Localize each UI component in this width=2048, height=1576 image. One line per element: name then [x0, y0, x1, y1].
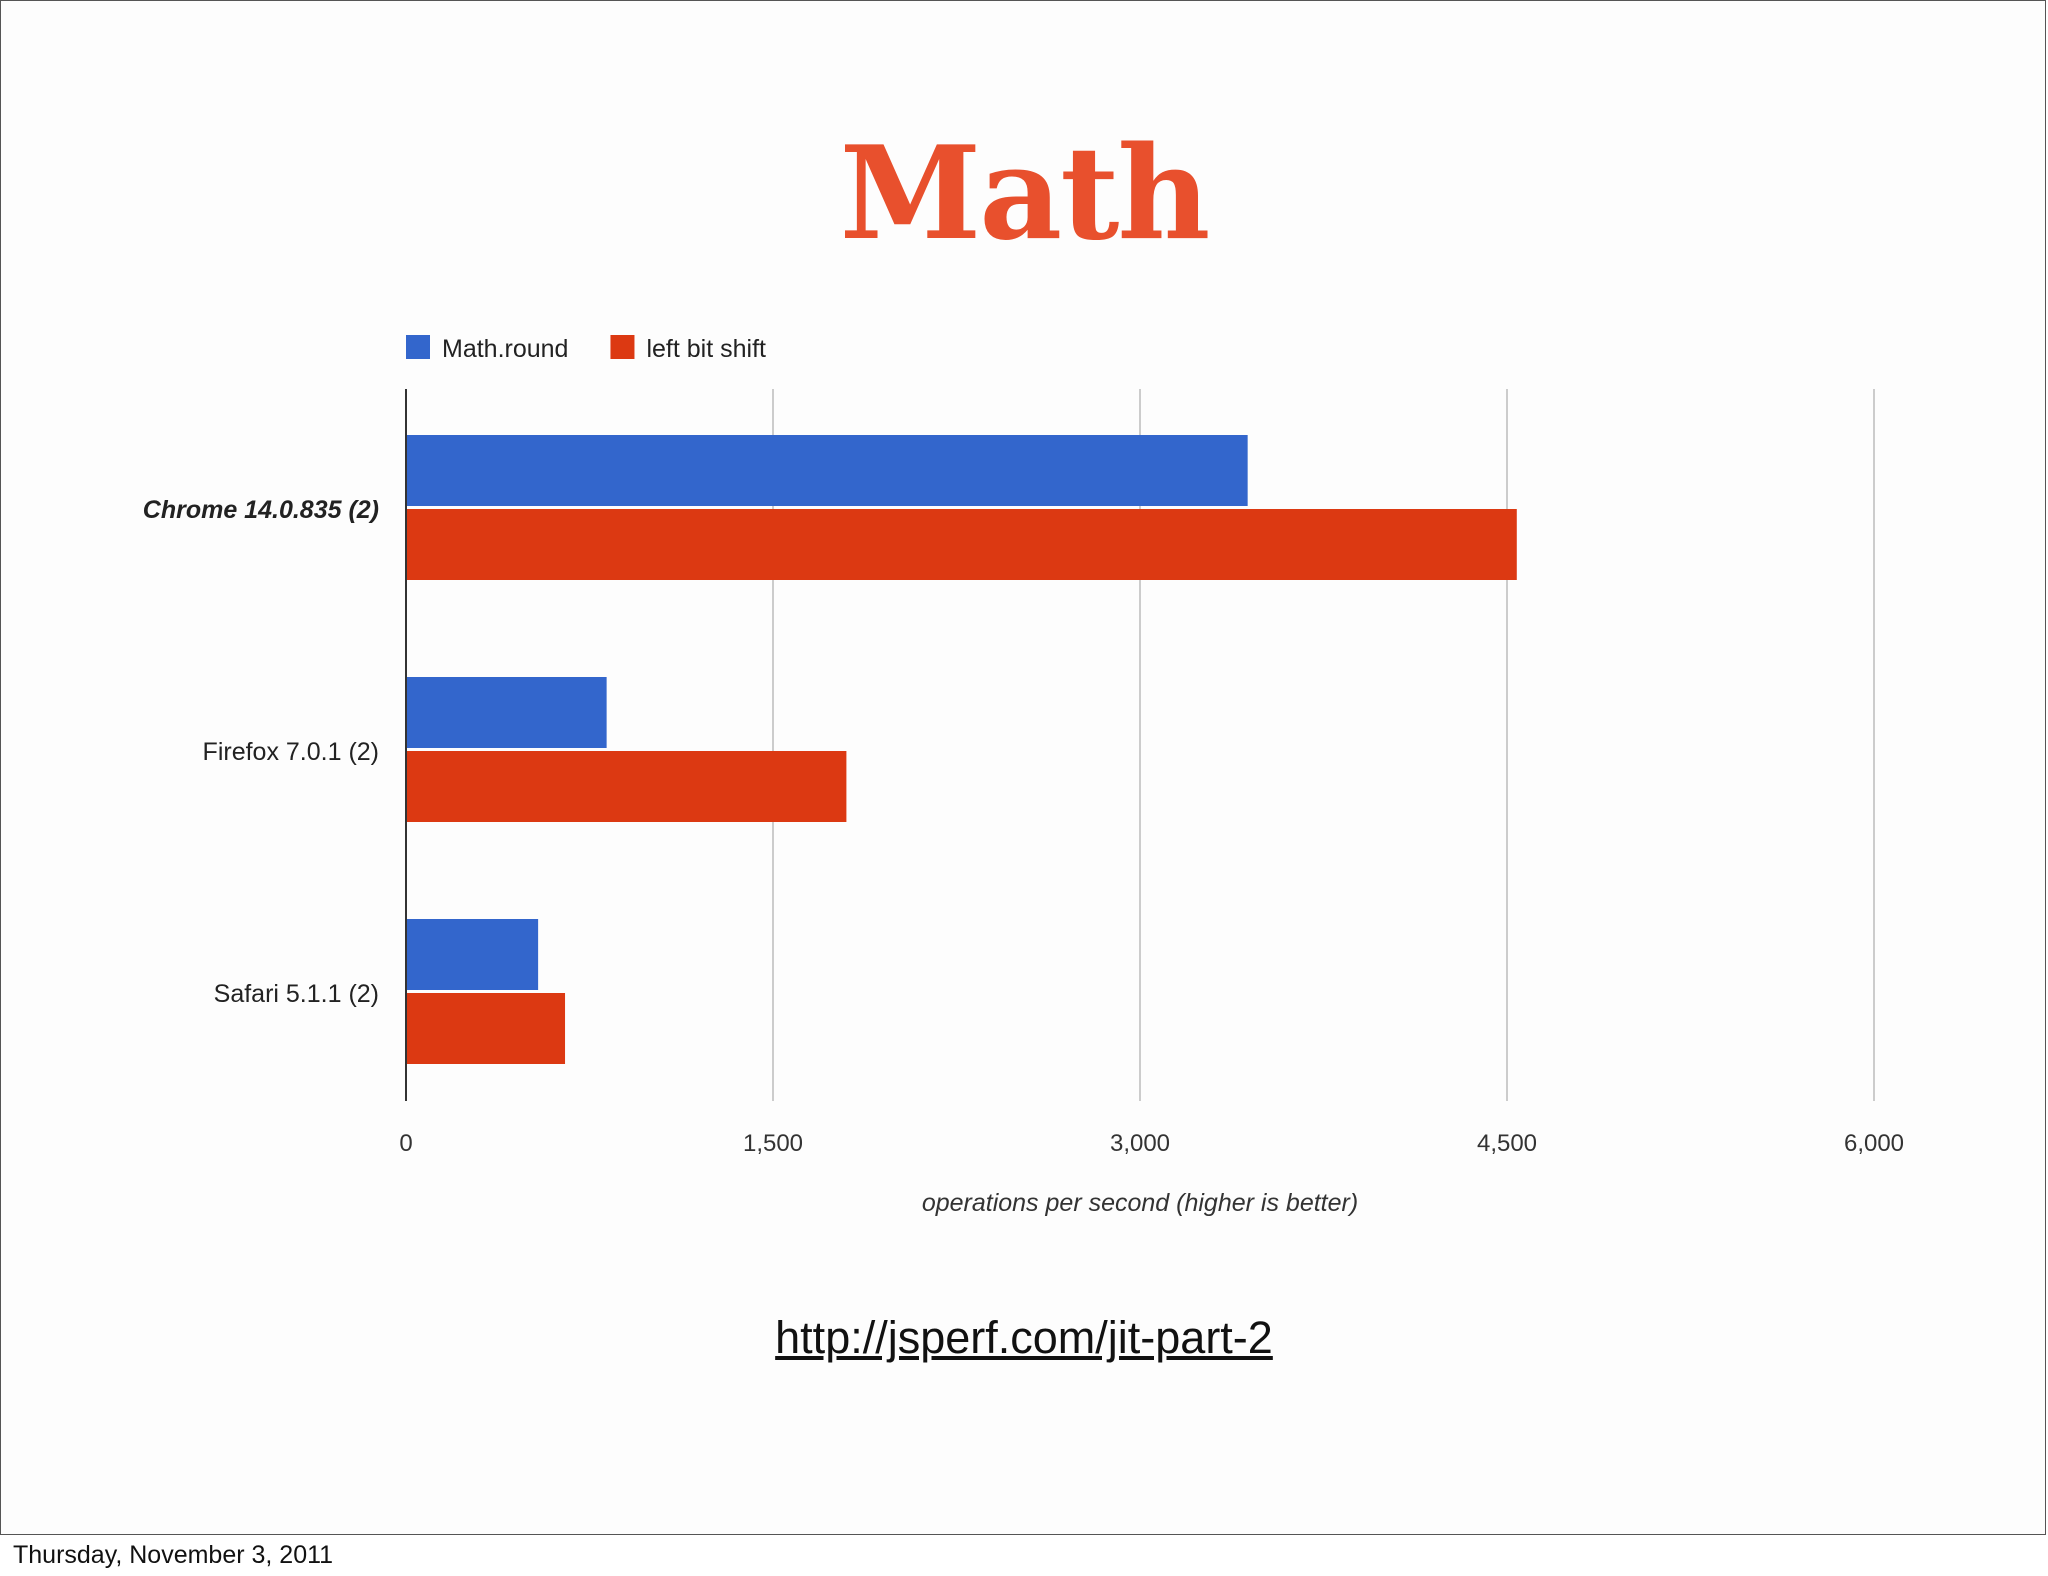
- source-link[interactable]: http://jsperf.com/jit-part-2: [775, 1312, 1273, 1363]
- bar-left-bit-shift: [406, 751, 847, 822]
- x-tick-label: 4,500: [1477, 1130, 1537, 1157]
- legend-swatch: [406, 335, 430, 359]
- bar-left-bit-shift: [406, 993, 566, 1064]
- bar-math-round: [406, 677, 607, 748]
- slide: Math Chrome 14.0.835 (2) Firefox 7.0.1 (2…: [0, 0, 2046, 1535]
- category-label: Firefox 7.0.1 (2): [203, 738, 379, 766]
- category-label: Safari 5.1.1 (2): [214, 980, 379, 1008]
- footer-date: Thursday, November 3, 2011: [13, 1541, 334, 1569]
- legend-label: left bit shift: [646, 335, 766, 363]
- x-tick-label: 6,000: [1844, 1130, 1904, 1157]
- slide-title: Math: [839, 119, 1211, 269]
- legend-swatch: [610, 335, 635, 359]
- x-tick-label: 1,500: [743, 1130, 803, 1157]
- bar-math-round: [406, 919, 539, 990]
- bar-left-bit-shift: [406, 509, 1517, 580]
- x-tick-label: 0: [399, 1130, 412, 1157]
- x-tick-label: 3,000: [1110, 1130, 1170, 1157]
- bar-chart: Chrome 14.0.835 (2) Firefox 7.0.1 (2) Safa…: [143, 335, 1904, 1217]
- legend-label: Math.round: [442, 335, 568, 363]
- category-label: Chrome 14.0.835 (2): [143, 496, 379, 524]
- x-axis-title: operations per second (higher is better): [922, 1189, 1358, 1217]
- bar-math-round: [406, 435, 1248, 506]
